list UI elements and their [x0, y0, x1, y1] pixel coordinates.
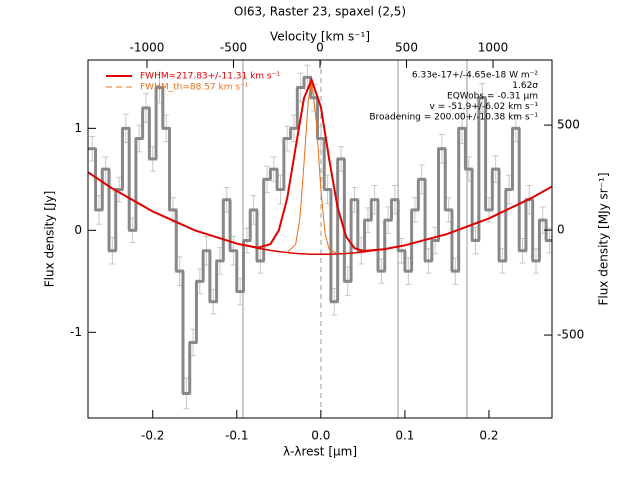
legend-label: FWHM_th=88.57 km s⁻¹ — [140, 83, 249, 93]
baseline-curve — [236, 242, 384, 256]
overlay: -0.2 -0.1 0.0 0.1 0.2 -1000 -500 0 500 1000 -1 0 1 -5… — [70, 41, 584, 443]
x2-tick-label: 0 — [316, 41, 324, 55]
x-tick-label: -0.1 — [225, 429, 248, 443]
plot-area — [88, 64, 552, 410]
annotation: Broadening = 200.00+/-10.38 km s⁻¹ — [369, 113, 538, 123]
x2-tick-label: -1000 — [130, 41, 165, 55]
annotation: 1.62σ — [512, 81, 538, 91]
fit-curve — [88, 76, 552, 253]
y2-tick-label: 500 — [557, 118, 580, 132]
chart-title: OI63, Raster 23, spaxel (2,5) — [234, 5, 406, 19]
y2-axis-label: Flux density [MJy sr⁻¹] — [597, 172, 611, 305]
annotation: v = -51.9+/-6.02 km s⁻¹ — [430, 102, 539, 112]
annotation: EQWobs = -0.31 μm — [447, 92, 538, 102]
x2-tick-label: -500 — [220, 41, 247, 55]
legend-label: FWHM=217.83+/-11.31 km s⁻¹ — [140, 72, 280, 82]
x-tick-label: -0.2 — [141, 429, 164, 443]
x-tick-label: 0.0 — [311, 429, 330, 443]
annotation: 6.33e-17+/-4.65e-18 W m⁻² — [412, 71, 539, 81]
y-axis-label: Flux density [Jy] — [43, 191, 57, 288]
y-tick-label: 0 — [74, 223, 82, 237]
x-tick-label: 0.2 — [479, 429, 498, 443]
y-tick-label: -1 — [70, 325, 82, 339]
x2-tick-label: 1000 — [478, 41, 509, 55]
y-tick-label: 1 — [74, 121, 82, 135]
x-tick-label: 0.1 — [395, 429, 414, 443]
y2-tick-label: -500 — [557, 328, 584, 342]
y2-tick-label: 0 — [557, 223, 565, 237]
x2-tick-label: 500 — [395, 41, 418, 55]
x-axis-label: λ-λrest [μm] — [283, 445, 357, 459]
x2-axis-label: Velocity [km s⁻¹] — [270, 30, 370, 44]
